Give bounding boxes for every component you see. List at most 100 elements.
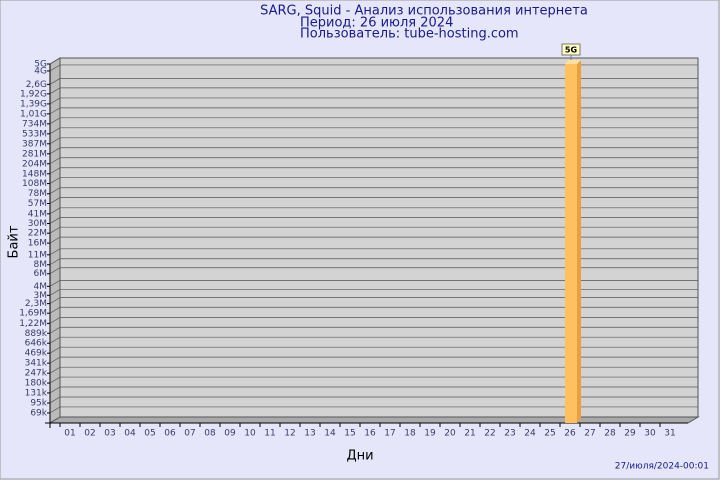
x-tick-label: 04 [124, 429, 136, 439]
x-tick-label: 30 [644, 429, 656, 439]
x-tick-label: 03 [104, 429, 115, 439]
x-tick-label: 09 [224, 429, 236, 439]
x-tick-label: 12 [284, 429, 295, 439]
y-tick-label: 646k [25, 339, 48, 349]
grid-line [49, 346, 698, 354]
grid-line [49, 97, 698, 105]
y-tick-label: 4M [34, 282, 48, 292]
x-tick-label: 02 [84, 429, 95, 439]
grid-line [49, 197, 698, 204]
y-tick-label: 8M [34, 260, 48, 270]
y-tick-label: 180k [25, 379, 48, 389]
y-tick-label: 11M [28, 250, 47, 260]
y-tick-label: 22M [28, 229, 47, 239]
bar-side [577, 60, 581, 423]
x-tick-label: 17 [384, 429, 395, 439]
x-tick-label: 31 [664, 429, 675, 439]
y-tick-label: 30M [28, 219, 47, 229]
grid-line [49, 267, 698, 275]
grid-line [49, 376, 698, 384]
grid-line [49, 78, 698, 85]
y-tick-label: 4G [34, 66, 47, 76]
y-tick-label: 41M [28, 209, 47, 219]
grid-line [49, 177, 698, 184]
x-tick-label: 05 [144, 429, 155, 439]
x-tick-label: 25 [544, 429, 555, 439]
grid-line [49, 127, 698, 135]
x-tick-label: 01 [64, 429, 75, 439]
y-axis-label: Байт [7, 225, 22, 258]
x-tick-label: 13 [304, 429, 315, 439]
chart-title: SARG, Squid - Анализ использования интер… [260, 4, 588, 19]
y-tick-label: 2,3M [25, 299, 47, 309]
x-tick-label: 27 [584, 429, 595, 439]
y-tick-label: 341k [25, 359, 48, 369]
grid-line [49, 366, 698, 374]
x-tick-label: 23 [504, 429, 515, 439]
y-tick-label: 1,69M [19, 309, 47, 319]
grid-line [49, 57, 698, 65]
y-tick-label: 16M [28, 239, 47, 249]
grid-line [49, 236, 698, 244]
grid-line [49, 217, 698, 224]
x-tick-label: 06 [164, 429, 176, 439]
y-tick-label: 108M [22, 179, 47, 189]
grid-line [49, 64, 698, 72]
grid-line [49, 306, 698, 314]
grid-line [49, 187, 698, 195]
y-tick-label: 204M [22, 159, 47, 169]
bar [565, 64, 577, 423]
y-tick-label: 469k [25, 349, 48, 359]
y-tick-label: 247k [25, 369, 48, 379]
x-tick-label: 29 [624, 429, 636, 439]
x-axis-label: Дни [346, 449, 373, 464]
x-tick-label: 26 [564, 429, 576, 439]
y-tick-label: 2,6G [26, 80, 47, 90]
y-tick-label: 78M [28, 189, 47, 199]
y-tick-label: 6M [34, 269, 48, 279]
grid-line [49, 167, 698, 175]
grid-line [49, 406, 698, 414]
chart-user: Пользователь: tube-hosting.com [300, 27, 519, 42]
y-tick-label: 1,39G [20, 99, 47, 109]
y-tick-label: 148M [22, 169, 47, 179]
x-tick-label: 07 [184, 429, 195, 439]
x-tick-label: 10 [244, 429, 256, 439]
grid-line [49, 147, 698, 155]
x-tick-label: 24 [524, 429, 536, 439]
y-tick-label: 1,22M [19, 319, 47, 329]
y-tick-label: 57M [28, 199, 47, 209]
grid-line [49, 207, 698, 215]
y-tick-label: 69k [30, 408, 47, 418]
y-tick-label: 533M [22, 129, 47, 139]
y-tick-label: 131k [25, 388, 48, 398]
y-tick-label: 1,01G [20, 109, 47, 119]
x-tick-label: 18 [404, 429, 416, 439]
chart-subtitle: Период: 26 июля 2024 [300, 16, 453, 31]
y-tick-label: 889k [25, 329, 48, 339]
x-tick-label: 08 [204, 429, 216, 439]
footer: 27/июля/2024-00:01 [615, 462, 709, 472]
grid-line [49, 137, 698, 145]
bar-top [565, 60, 581, 64]
x-tick-label: 19 [424, 429, 436, 439]
grid-line [49, 386, 698, 394]
grid-line [49, 396, 698, 404]
grid-line [49, 117, 698, 125]
x-tick-label: 16 [364, 429, 376, 439]
back-wall [59, 57, 699, 418]
grid-line [49, 326, 698, 334]
grid-line [49, 258, 698, 266]
x-tick-label: 22 [484, 429, 495, 439]
x-tick-label: 14 [324, 429, 336, 439]
x-tick-label: 21 [464, 429, 475, 439]
grid-line [49, 248, 698, 256]
y-tick-label: 3M [34, 291, 48, 301]
y-tick-label: 387M [22, 139, 47, 149]
grid-line [49, 280, 698, 287]
y-tick-label: 734M [22, 119, 47, 129]
y-tick-label: 5G [34, 60, 47, 70]
x-tick-label: 15 [344, 429, 355, 439]
